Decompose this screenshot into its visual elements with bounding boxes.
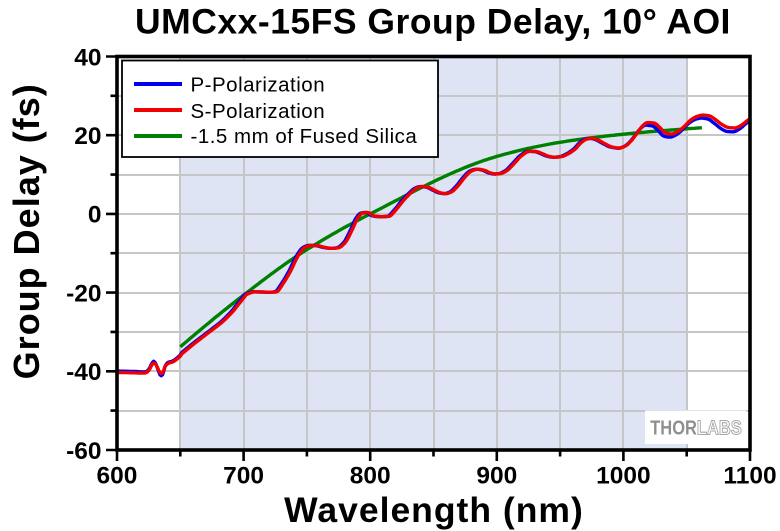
svg-text:800: 800 (350, 463, 391, 490)
svg-text:700: 700 (223, 463, 264, 490)
svg-text:1100: 1100 (723, 463, 776, 490)
svg-text:-20: -20 (66, 280, 101, 307)
svg-text:-1.5 mm of Fused Silica: -1.5 mm of Fused Silica (191, 125, 418, 148)
svg-text:UMCxx-15FS Group Delay, 10° AO: UMCxx-15FS Group Delay, 10° AOI (135, 2, 731, 42)
svg-text:-40: -40 (66, 359, 101, 386)
svg-text:600: 600 (97, 463, 138, 490)
svg-text:P-Polarization: P-Polarization (191, 73, 326, 96)
svg-text:-60: -60 (66, 438, 101, 465)
svg-text:THORLABS: THORLABS (650, 417, 742, 440)
svg-text:1000: 1000 (596, 463, 651, 490)
svg-text:Group Delay (fs): Group Delay (fs) (6, 83, 47, 379)
svg-text:Wavelength (nm): Wavelength (nm) (284, 490, 584, 530)
svg-text:S-Polarization: S-Polarization (191, 100, 326, 123)
svg-text:0: 0 (88, 202, 102, 229)
svg-text:900: 900 (476, 463, 517, 490)
svg-text:20: 20 (74, 123, 101, 150)
svg-text:40: 40 (74, 44, 101, 71)
